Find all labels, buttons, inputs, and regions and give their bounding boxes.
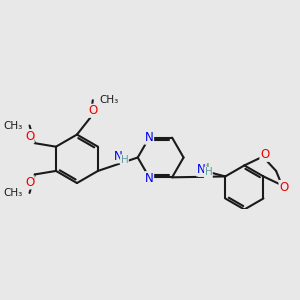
Text: N: N <box>113 150 122 163</box>
Text: H: H <box>205 167 212 178</box>
Text: O: O <box>25 130 34 142</box>
Text: Cl: Cl <box>198 163 210 176</box>
Text: H: H <box>121 155 128 165</box>
Text: O: O <box>25 176 34 189</box>
Text: CH₃: CH₃ <box>3 121 22 130</box>
Text: CH₃: CH₃ <box>99 95 118 105</box>
Text: N: N <box>196 163 205 176</box>
Text: CH₃: CH₃ <box>3 188 22 198</box>
Text: O: O <box>260 148 269 161</box>
Text: O: O <box>279 181 288 194</box>
Text: O: O <box>88 104 98 117</box>
Text: N: N <box>145 131 154 144</box>
Text: N: N <box>145 172 154 185</box>
